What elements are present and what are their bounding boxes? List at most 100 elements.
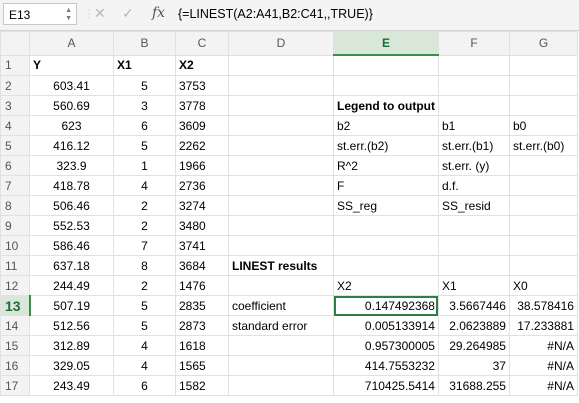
cell-g13[interactable]: 38.578416 [508, 295, 578, 316]
cell-b4[interactable]: 6 [113, 115, 176, 136]
cell-g7[interactable] [508, 175, 578, 196]
cell-b10[interactable]: 7 [113, 235, 176, 256]
cell-d10[interactable] [228, 235, 334, 256]
row-header[interactable]: 7 [0, 175, 30, 196]
cell-a16[interactable]: 329.05 [29, 355, 114, 376]
cell-e12[interactable]: X2 [333, 275, 439, 296]
cell-c17[interactable]: 1582 [175, 375, 229, 396]
cell-c3[interactable]: 3778 [175, 95, 229, 116]
cell-c13[interactable]: 2835 [175, 295, 229, 316]
cell-d2[interactable] [228, 75, 334, 96]
cell-b1[interactable]: X1 [113, 54, 176, 76]
cell-e16[interactable]: 414.7553232 [333, 355, 439, 376]
row-header[interactable]: 10 [0, 235, 30, 256]
cell-d3[interactable] [228, 95, 334, 116]
cell-c1[interactable]: X2 [175, 54, 229, 76]
cell-g5[interactable]: st.err.(b0) [508, 135, 578, 156]
cell-c7[interactable]: 2736 [175, 175, 229, 196]
row-header[interactable]: 15 [0, 335, 30, 356]
cell-d16[interactable] [228, 355, 334, 376]
cell-f6[interactable]: st.err. (y) [437, 155, 510, 176]
row-header[interactable]: 11 [0, 255, 30, 276]
row-header[interactable]: 17 [0, 375, 30, 396]
row-header[interactable]: 8 [0, 195, 30, 216]
function-icon[interactable]: fx [152, 5, 166, 21]
cell-a7[interactable]: 418.78 [29, 175, 114, 196]
cell-f2[interactable] [437, 75, 510, 96]
column-header-g[interactable]: G [508, 31, 578, 56]
cell-a8[interactable]: 506.46 [29, 195, 114, 216]
cell-d8[interactable] [228, 195, 334, 216]
cell-a9[interactable]: 552.53 [29, 215, 114, 236]
cell-e3[interactable]: Legend to output [333, 95, 439, 116]
cell-g9[interactable] [508, 215, 578, 236]
cell-b13[interactable]: 5 [113, 295, 176, 316]
cell-f10[interactable] [437, 235, 510, 256]
cell-g12[interactable]: X0 [508, 275, 578, 296]
row-header[interactable]: 4 [0, 115, 30, 136]
row-header[interactable]: 9 [0, 215, 30, 236]
cell-a11[interactable]: 637.18 [29, 255, 114, 276]
cell-c14[interactable]: 2873 [175, 315, 229, 336]
cell-b12[interactable]: 2 [113, 275, 176, 296]
cell-e8[interactable]: SS_reg [333, 195, 439, 216]
cell-d14[interactable]: standard error [228, 315, 334, 336]
row-header[interactable]: 16 [0, 355, 30, 376]
cell-c5[interactable]: 2262 [175, 135, 229, 156]
cell-a6[interactable]: 323.9 [29, 155, 114, 176]
column-header-d[interactable]: D [228, 31, 334, 56]
cell-a2[interactable]: 603.41 [29, 75, 114, 96]
cell-a14[interactable]: 512.56 [29, 315, 114, 336]
formula-input[interactable]: {=LINEST(A2:A41,B2:C41,,TRUE)} [178, 7, 373, 21]
cell-a13[interactable]: 507.19 [29, 295, 114, 316]
cell-c12[interactable]: 1476 [175, 275, 229, 296]
cell-f9[interactable] [437, 215, 510, 236]
cell-e6[interactable]: R^2 [333, 155, 439, 176]
cell-a3[interactable]: 560.69 [29, 95, 114, 116]
cancel-icon[interactable]: ✕ [94, 5, 106, 21]
cell-c9[interactable]: 3480 [175, 215, 229, 236]
row-header[interactable]: 5 [0, 135, 30, 156]
cell-e13[interactable]: 0.147492368 [333, 295, 439, 316]
cell-g17[interactable]: #N/A [508, 375, 578, 396]
cell-b17[interactable]: 6 [113, 375, 176, 396]
cell-e1[interactable] [333, 54, 439, 76]
cell-g15[interactable]: #N/A [508, 335, 578, 356]
row-header[interactable]: 6 [0, 155, 30, 176]
cell-b15[interactable]: 4 [113, 335, 176, 356]
cell-f5[interactable]: st.err.(b1) [437, 135, 510, 156]
cell-e5[interactable]: st.err.(b2) [333, 135, 439, 156]
cell-f8[interactable]: SS_resid [437, 195, 510, 216]
cell-c2[interactable]: 3753 [175, 75, 229, 96]
cell-a17[interactable]: 243.49 [29, 375, 114, 396]
row-header[interactable]: 14 [0, 315, 30, 336]
cell-d1[interactable] [228, 54, 334, 76]
cell-b16[interactable]: 4 [113, 355, 176, 376]
column-header-f[interactable]: F [437, 31, 510, 56]
cell-e7[interactable]: F [333, 175, 439, 196]
cell-f1[interactable] [437, 54, 510, 76]
cell-e4[interactable]: b2 [333, 115, 439, 136]
column-header-a[interactable]: A [29, 31, 114, 56]
enter-icon[interactable]: ✓ [122, 5, 134, 21]
cell-b14[interactable]: 5 [113, 315, 176, 336]
cell-f15[interactable]: 29.264985 [437, 335, 510, 356]
cell-c8[interactable]: 3274 [175, 195, 229, 216]
cell-d13[interactable]: coefficient [228, 295, 334, 316]
cell-b11[interactable]: 8 [113, 255, 176, 276]
cell-c16[interactable]: 1565 [175, 355, 229, 376]
cell-c10[interactable]: 3741 [175, 235, 229, 256]
cell-c11[interactable]: 3684 [175, 255, 229, 276]
cell-a12[interactable]: 244.49 [29, 275, 114, 296]
cell-b3[interactable]: 3 [113, 95, 176, 116]
cell-b2[interactable]: 5 [113, 75, 176, 96]
cell-a4[interactable]: 623 [29, 115, 114, 136]
cell-g16[interactable]: #N/A [508, 355, 578, 376]
cell-a5[interactable]: 416.12 [29, 135, 114, 156]
column-header-e[interactable]: E [333, 31, 439, 56]
row-header[interactable]: 12 [0, 275, 30, 296]
cell-e2[interactable] [333, 75, 439, 96]
cell-g11[interactable] [508, 255, 578, 276]
cell-f4[interactable]: b1 [437, 115, 510, 136]
cell-f11[interactable] [437, 255, 510, 276]
